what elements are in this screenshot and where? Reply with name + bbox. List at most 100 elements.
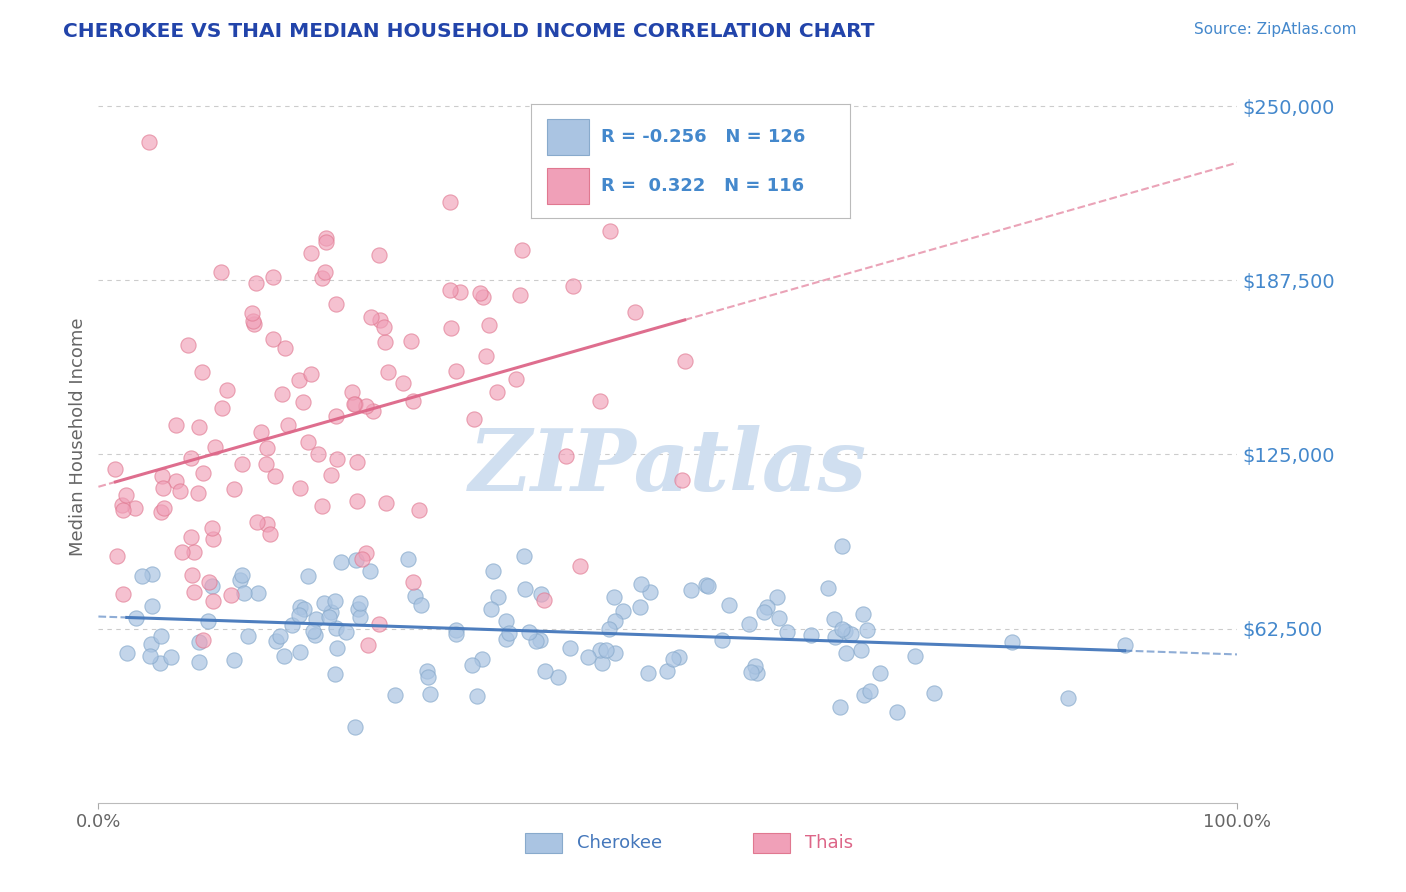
Point (287, 373, 309, 387)
Point (177, 338, 200, 352)
Point (201, 579, 224, 593)
Point (470, 285, 492, 300)
Point (1114, 639, 1136, 653)
Point (201, 521, 224, 535)
Point (595, 642, 617, 657)
Point (479, 602, 502, 616)
Point (555, 449, 578, 463)
Point (768, 611, 790, 625)
Point (187, 655, 209, 669)
Point (513, 582, 536, 596)
Point (834, 624, 856, 638)
Point (188, 420, 211, 434)
Point (229, 573, 252, 587)
Point (671, 473, 693, 487)
Point (292, 601, 315, 615)
Point (463, 412, 485, 426)
Point (311, 499, 333, 513)
Point (738, 616, 761, 631)
Point (668, 649, 690, 664)
Point (440, 321, 463, 335)
Point (183, 585, 205, 599)
Point (408, 502, 430, 516)
Point (444, 364, 467, 378)
Point (180, 568, 202, 582)
Point (486, 384, 509, 399)
Point (273, 649, 295, 664)
Point (599, 224, 621, 238)
Point (603, 591, 626, 605)
Point (141, 599, 163, 614)
Point (297, 434, 319, 449)
Point (112, 503, 135, 517)
Point (307, 447, 329, 461)
Point (274, 341, 297, 355)
Point (233, 586, 256, 600)
Point (191, 466, 214, 480)
Point (319, 468, 342, 483)
Point (340, 384, 363, 399)
Y-axis label: Median Household Income: Median Household Income (69, 318, 87, 557)
Point (302, 624, 325, 638)
Point (356, 546, 378, 560)
Point (264, 634, 287, 648)
Point (486, 591, 509, 605)
Point (360, 310, 382, 325)
Point (576, 649, 599, 664)
Point (312, 596, 335, 610)
Point (637, 665, 659, 680)
Point (245, 276, 267, 290)
Point (628, 600, 651, 615)
Point (740, 665, 762, 680)
Point (183, 545, 205, 559)
Point (150, 505, 173, 519)
Point (165, 417, 187, 432)
Point (231, 457, 253, 471)
Point (152, 482, 174, 496)
Point (465, 689, 488, 703)
Text: Cherokee: Cherokee (576, 834, 662, 852)
Point (461, 657, 484, 672)
Point (131, 569, 153, 583)
Point (269, 629, 291, 643)
Point (323, 667, 346, 681)
Point (325, 409, 347, 423)
Point (561, 279, 583, 293)
Point (409, 598, 432, 612)
Point (346, 601, 368, 615)
Point (224, 482, 246, 496)
Point (444, 627, 467, 641)
Point (125, 610, 148, 624)
Point (449, 285, 471, 300)
Point (290, 599, 312, 614)
Point (1001, 635, 1024, 649)
Point (325, 621, 347, 635)
Point (197, 614, 219, 628)
Point (314, 265, 336, 279)
Point (224, 653, 246, 667)
Point (697, 579, 720, 593)
Point (281, 617, 304, 632)
Bar (754, 833, 790, 853)
Point (138, 649, 160, 664)
Point (343, 397, 366, 411)
Point (350, 551, 373, 566)
Point (517, 625, 540, 640)
Point (246, 515, 269, 529)
Point (288, 645, 311, 659)
Point (419, 687, 441, 701)
Point (202, 594, 225, 608)
Point (111, 587, 134, 601)
Point (416, 670, 439, 684)
Point (141, 567, 163, 582)
Point (374, 495, 396, 509)
Text: Thais: Thais (804, 834, 852, 852)
Point (533, 593, 555, 607)
Point (243, 317, 266, 331)
Point (513, 549, 536, 563)
Point (869, 666, 891, 681)
Point (343, 397, 366, 411)
Point (589, 642, 612, 657)
Point (405, 589, 427, 603)
Point (115, 646, 138, 660)
